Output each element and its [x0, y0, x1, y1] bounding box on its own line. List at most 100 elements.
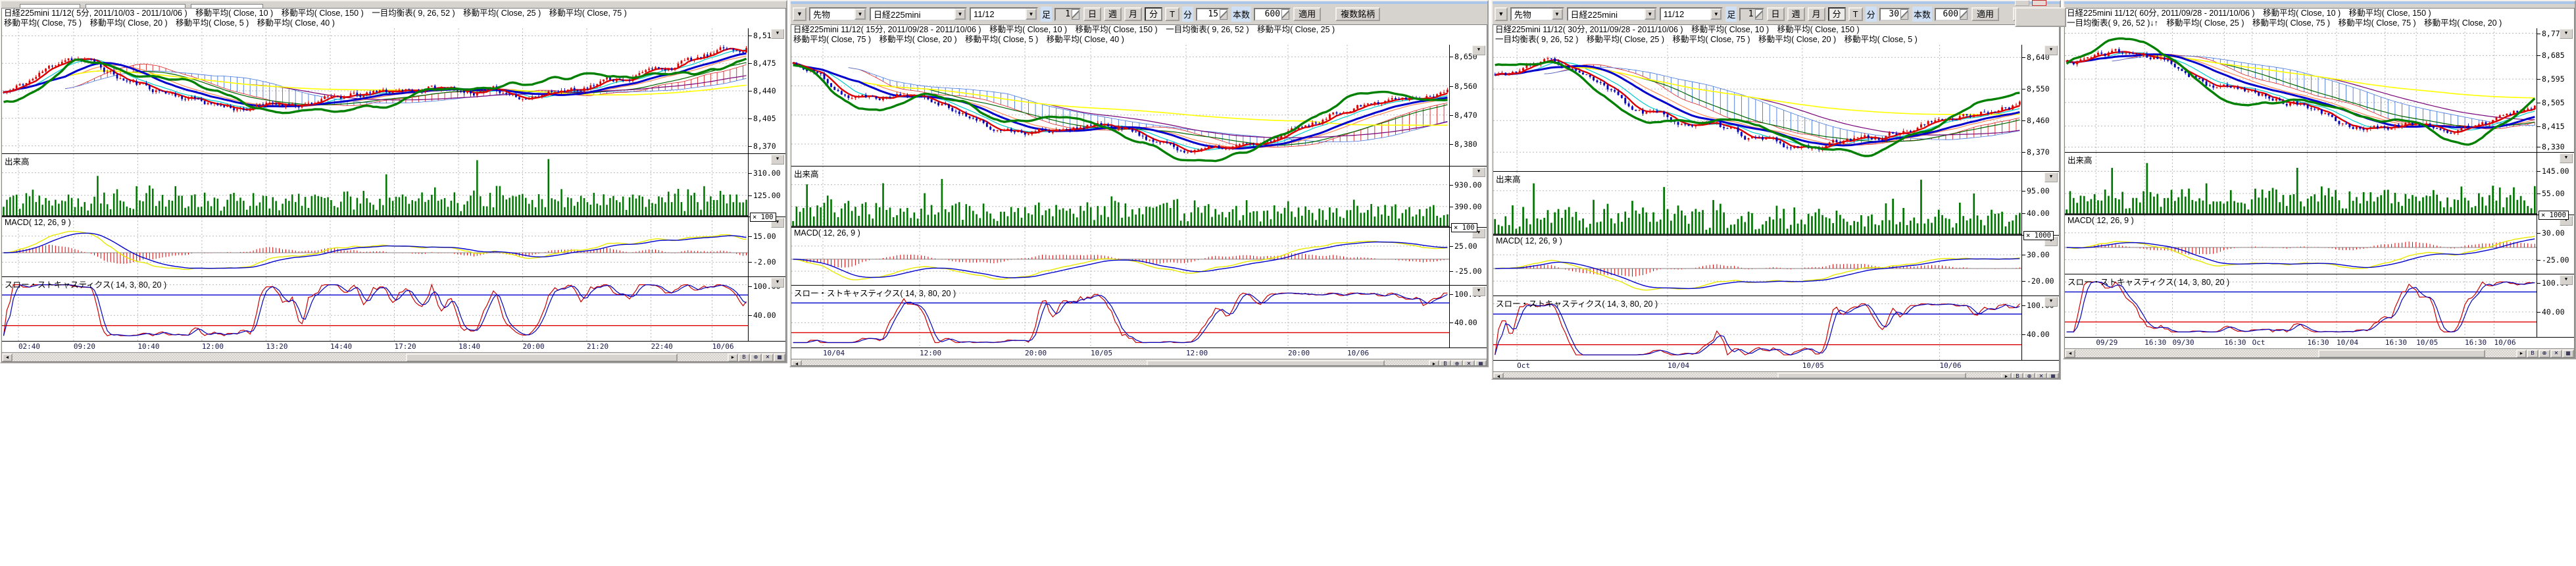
spinner-icon[interactable]	[1072, 9, 1080, 20]
chevron-down-icon[interactable]: ▼	[1644, 9, 1656, 20]
period-button-1[interactable]: 週	[1104, 7, 1122, 21]
clipped-combo[interactable]	[86, 4, 186, 8]
price-chart-plot[interactable]	[1493, 45, 2021, 171]
stoch-menu-button[interactable]: ▼	[2560, 275, 2573, 285]
apply-button[interactable]: 適用	[1971, 7, 2000, 21]
bottom-tool-button-2[interactable]: ✕	[1463, 360, 1475, 365]
period-button-4[interactable]: T	[1848, 7, 1863, 21]
volume-chart-plot[interactable]: 出来高	[2, 154, 748, 217]
stoch-chart-plot[interactable]: スロー・ストキャスティクス( 14, 3, 80, 20 )	[2065, 274, 2537, 337]
volume-chart-plot[interactable]: 出来高	[1493, 172, 2021, 235]
stoch-menu-button[interactable]: ▼	[771, 278, 784, 288]
window-restore-button[interactable]	[2015, 0, 2029, 6]
period-button-0[interactable]: 日	[1766, 7, 1785, 21]
bottom-tool-button-3[interactable]: ▦	[774, 353, 785, 361]
chevron-down-icon[interactable]: ▼	[1026, 9, 1037, 20]
bottom-tool-button-3[interactable]: ▦	[1475, 360, 1487, 365]
period-button-3[interactable]: 分	[1145, 7, 1163, 21]
spinner-icon[interactable]	[1220, 9, 1228, 20]
period-button-1[interactable]: 週	[1787, 7, 1805, 21]
scrollbar-thumb[interactable]	[405, 353, 678, 361]
volume-menu-button[interactable]: ▼	[2560, 153, 2573, 163]
bottom-tool-button-3[interactable]: ▦	[2562, 349, 2574, 357]
market-select[interactable]: 先物 ▼	[1510, 7, 1564, 21]
scroll-right-button[interactable]: ►	[2516, 349, 2527, 357]
stoch-menu-button[interactable]: ▼	[1472, 286, 1485, 296]
price-menu-button[interactable]: ▼	[771, 29, 784, 39]
volume-menu-button[interactable]: ▼	[2044, 172, 2058, 182]
price-menu-button[interactable]: ▼	[2560, 29, 2573, 39]
scrollbar-track[interactable]	[1504, 373, 2001, 378]
volume-chart-plot[interactable]: 出来高	[2065, 153, 2537, 215]
macd-chart-plot[interactable]: MACD( 12, 26, 9 )	[2, 217, 748, 276]
spinner-icon[interactable]	[1960, 9, 1968, 20]
scroll-left-button[interactable]: ◄	[1493, 373, 1504, 378]
bottom-tool-button-3[interactable]: ▦	[2047, 373, 2059, 378]
price-menu-button[interactable]: ▼	[2044, 45, 2058, 55]
stoch-chart-plot[interactable]: スロー・ストキャスティクス( 14, 3, 80, 20 )	[1493, 296, 2021, 360]
contract-select[interactable]: 11/12 ▼	[970, 7, 1038, 21]
scroll-right-button[interactable]: ►	[728, 353, 738, 361]
contract-select[interactable]: 11/12 ▼	[1659, 7, 1723, 21]
chevron-down-icon[interactable]: ▼	[954, 9, 966, 20]
macd-chart-plot[interactable]: MACD( 12, 26, 9 )	[791, 228, 1449, 285]
price-menu-button[interactable]: ▼	[1472, 45, 1485, 55]
bottom-tool-button-2[interactable]: ✕	[2550, 349, 2562, 357]
symbol-select[interactable]: 日経225mini ▼	[1566, 7, 1657, 21]
scrollbar-track[interactable]	[2075, 349, 2516, 357]
multi-symbol-button[interactable]: 複数銘柄	[1335, 7, 1381, 21]
scrollbar-track[interactable]	[12, 353, 728, 361]
scroll-right-button[interactable]: ►	[1429, 360, 1439, 365]
scroll-left-button[interactable]: ◄	[2065, 349, 2075, 357]
bar-count-stepper[interactable]: 600	[1254, 7, 1291, 21]
scrollbar-thumb[interactable]	[1777, 373, 1967, 378]
symbol-select[interactable]: 日経225mini ▼	[870, 7, 967, 21]
period-button-2[interactable]: 月	[1124, 7, 1143, 21]
scrollbar-thumb[interactable]	[1147, 360, 1385, 365]
bottom-tool-button-0[interactable]: B	[2012, 373, 2023, 378]
scroll-right-button[interactable]: ►	[2001, 373, 2012, 378]
minute-stepper[interactable]: 15	[1196, 7, 1229, 21]
macd-chart-plot[interactable]: MACD( 12, 26, 9 )	[2065, 215, 2537, 274]
chevron-down-icon[interactable]: ▼	[1710, 9, 1722, 20]
period-button-4[interactable]: T	[1165, 7, 1180, 21]
bottom-tool-button-1[interactable]: ⊕	[2023, 373, 2035, 378]
minute-stepper[interactable]: 30	[1879, 7, 1910, 21]
spinner-icon[interactable]	[1900, 9, 1909, 20]
bar-interval-stepper[interactable]: 1	[1054, 7, 1081, 21]
apply-button[interactable]: 適用	[1293, 7, 1322, 21]
bottom-tool-button-1[interactable]: ⊕	[2539, 349, 2550, 357]
chevron-down-icon[interactable]: ▼	[1551, 9, 1563, 20]
bottom-tool-button-0[interactable]: B	[738, 353, 750, 361]
clipped-combo[interactable]	[191, 4, 263, 8]
bottom-tool-button-0[interactable]: B	[1439, 360, 1451, 365]
price-chart-plot[interactable]	[2065, 28, 2537, 152]
scrollbar-thumb[interactable]	[2317, 349, 2486, 357]
preset-dropdown-button[interactable]: ▼	[793, 7, 806, 21]
clipped-combo[interactable]	[20, 4, 80, 8]
bottom-tool-button-2[interactable]: ✕	[2035, 373, 2047, 378]
chevron-down-icon[interactable]: ▼	[855, 9, 866, 20]
volume-chart-plot[interactable]: 出来高	[791, 167, 1449, 227]
stoch-chart-plot[interactable]: スロー・ストキャスティクス( 14, 3, 80, 20 )	[791, 286, 1449, 347]
bottom-tool-button-2[interactable]: ✕	[762, 353, 774, 361]
bottom-tool-button-0[interactable]: B	[2527, 349, 2539, 357]
bottom-tool-button-1[interactable]: ⊕	[1451, 360, 1463, 365]
bottom-tool-button-1[interactable]: ⊕	[750, 353, 762, 361]
scroll-left-button[interactable]: ◄	[2, 353, 12, 361]
preset-dropdown-button[interactable]: ▼	[1495, 7, 1508, 21]
scrollbar-track[interactable]	[802, 360, 1429, 365]
period-button-3[interactable]: 分	[1827, 7, 1846, 21]
stoch-menu-button[interactable]: ▼	[2044, 297, 2058, 307]
macd-chart-plot[interactable]: MACD( 12, 26, 9 )	[1493, 236, 2021, 296]
scroll-left-button[interactable]: ◄	[791, 360, 802, 365]
period-button-2[interactable]: 月	[1807, 7, 1825, 21]
price-chart-plot[interactable]	[791, 45, 1449, 166]
price-chart-plot[interactable]	[2, 28, 748, 153]
bar-count-stepper[interactable]: 600	[1935, 7, 1969, 21]
spinner-icon[interactable]	[1281, 9, 1290, 20]
bar-interval-stepper[interactable]: 1	[1739, 7, 1764, 21]
volume-menu-button[interactable]: ▼	[1472, 167, 1485, 177]
stoch-chart-plot[interactable]: スロー・ストキャスティクス( 14, 3, 80, 20 )	[2, 277, 748, 341]
spinner-icon[interactable]	[1754, 9, 1763, 20]
